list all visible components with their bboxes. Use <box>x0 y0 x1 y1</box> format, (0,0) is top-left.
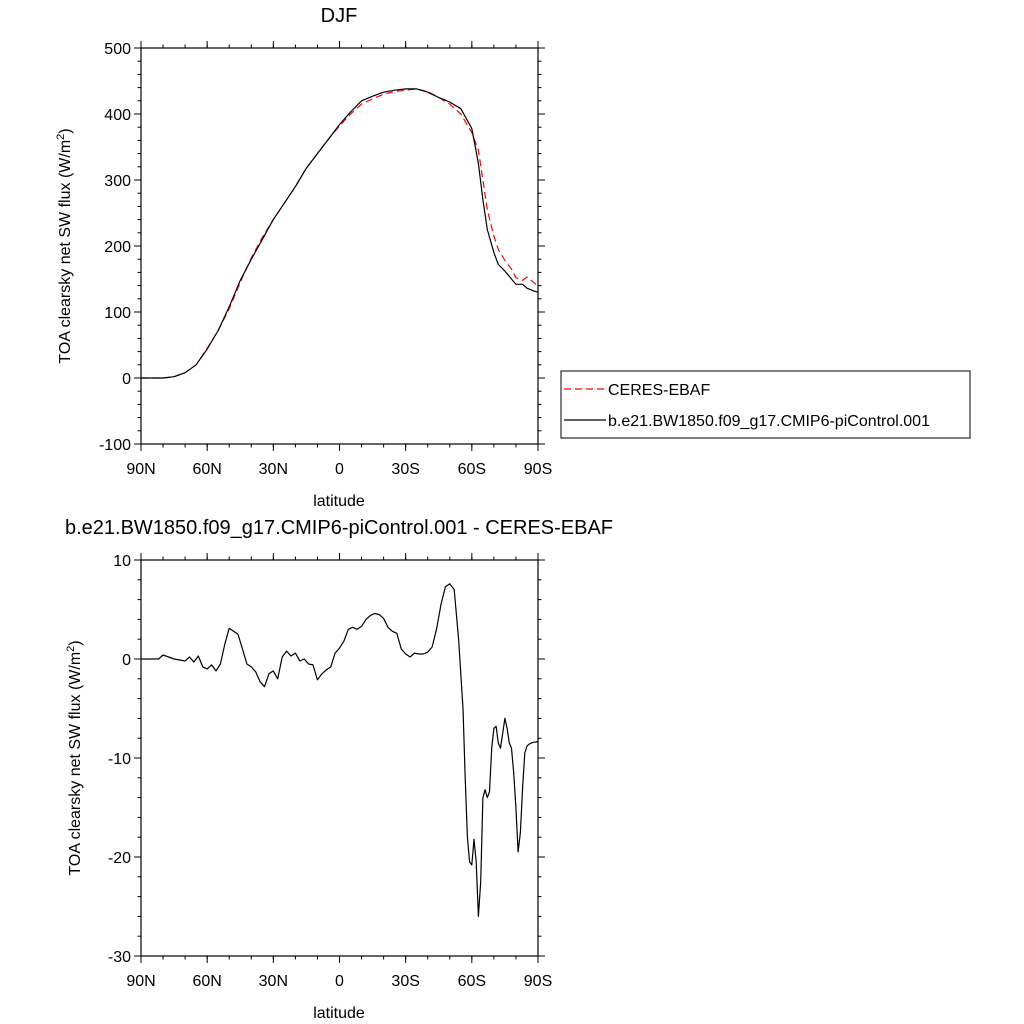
bottom-series-lines <box>141 583 539 918</box>
bottom-axis-ticks <box>134 553 545 963</box>
bottom-xtick-label: 90N <box>126 973 155 990</box>
bottom-x-axis-label: latitude <box>313 1005 365 1022</box>
top-xtick-label: 30S <box>391 461 419 478</box>
bottom-plot-frame <box>140 559 539 957</box>
bottom-y-axis-label-main: TOA clearsky net SW flux (W/m <box>67 652 84 876</box>
bottom-panel: b.e21.BW1850.f09_g17.CMIP6-piControl.001… <box>65 517 613 1022</box>
bottom-chart-title: b.e21.BW1850.f09_g17.CMIP6-piControl.001… <box>65 517 613 539</box>
bottom-y-axis-label-sup: 2 <box>65 646 77 652</box>
top-series-line-1 <box>141 88 539 379</box>
bottom-ytick-label: -10 <box>108 751 131 768</box>
top-series-line-0 <box>141 88 539 379</box>
top-y-axis-label-sup: 2 <box>55 134 67 140</box>
top-xtick-label: 30N <box>259 461 288 478</box>
top-series-lines <box>141 88 539 379</box>
bottom-xtick-label: 0 <box>335 973 344 990</box>
top-ytick-labels: -100 0 100 200 300 400 500 <box>99 41 131 454</box>
top-chart-title: DJF <box>321 5 358 27</box>
top-ytick-label: 0 <box>122 371 131 388</box>
bottom-ytick-label: -30 <box>108 949 131 966</box>
legend-box <box>560 370 971 439</box>
bottom-xtick-label: 30N <box>259 973 288 990</box>
top-xtick-labels: 90N 60N 30N 0 30S 60S 90S <box>126 461 552 478</box>
top-xtick-label: 60S <box>458 461 486 478</box>
top-ytick-label: 500 <box>104 41 131 58</box>
top-plot-frame <box>140 47 539 445</box>
top-ytick-label: -100 <box>99 437 131 454</box>
bottom-xtick-label: 30S <box>391 973 419 990</box>
bottom-ytick-label: 0 <box>122 652 131 669</box>
bottom-xtick-label: 60S <box>458 973 486 990</box>
bottom-y-axis-label-close: ) <box>67 640 84 645</box>
legend-label-model: b.e21.BW1850.f09_g17.CMIP6-piControl.001 <box>608 413 930 430</box>
top-xtick-label: 90S <box>524 461 552 478</box>
bottom-xtick-labels: 90N 60N 30N 0 30S 60S 90S <box>126 973 552 990</box>
bottom-ytick-labels: -30 -20 -10 0 10 <box>108 553 131 966</box>
legend-label-ceres: CERES-EBAF <box>608 382 710 399</box>
bottom-y-axis-label: TOA clearsky net SW flux (W/m2) <box>65 640 84 875</box>
top-y-axis-label-main: TOA clearsky net SW flux (W/m <box>57 140 74 364</box>
top-xtick-label: 60N <box>192 461 221 478</box>
top-panel: DJF -100 0 100 200 300 400 500 90N 60N 30N 0 30S 60… <box>55 5 971 510</box>
top-ytick-label: 200 <box>104 239 131 256</box>
bottom-ytick-label: -20 <box>108 850 131 867</box>
bottom-xtick-label: 60N <box>192 973 221 990</box>
bottom-ytick-label: 10 <box>113 553 131 570</box>
top-xtick-label: 90N <box>126 461 155 478</box>
top-y-axis-label: TOA clearsky net SW flux (W/m2) <box>55 128 74 363</box>
bottom-series-line-0 <box>141 583 539 918</box>
bottom-xtick-label: 90S <box>524 973 552 990</box>
top-ytick-label: 100 <box>104 305 131 322</box>
top-ytick-label: 300 <box>104 173 131 190</box>
top-axis-ticks <box>134 41 545 451</box>
top-xtick-label: 0 <box>335 461 344 478</box>
top-ytick-label: 400 <box>104 107 131 124</box>
top-y-axis-label-close: ) <box>57 128 74 133</box>
top-x-axis-label: latitude <box>313 493 365 510</box>
legend: CERES-EBAF b.e21.BW1850.f09_g17.CMIP6-pi… <box>560 370 971 439</box>
